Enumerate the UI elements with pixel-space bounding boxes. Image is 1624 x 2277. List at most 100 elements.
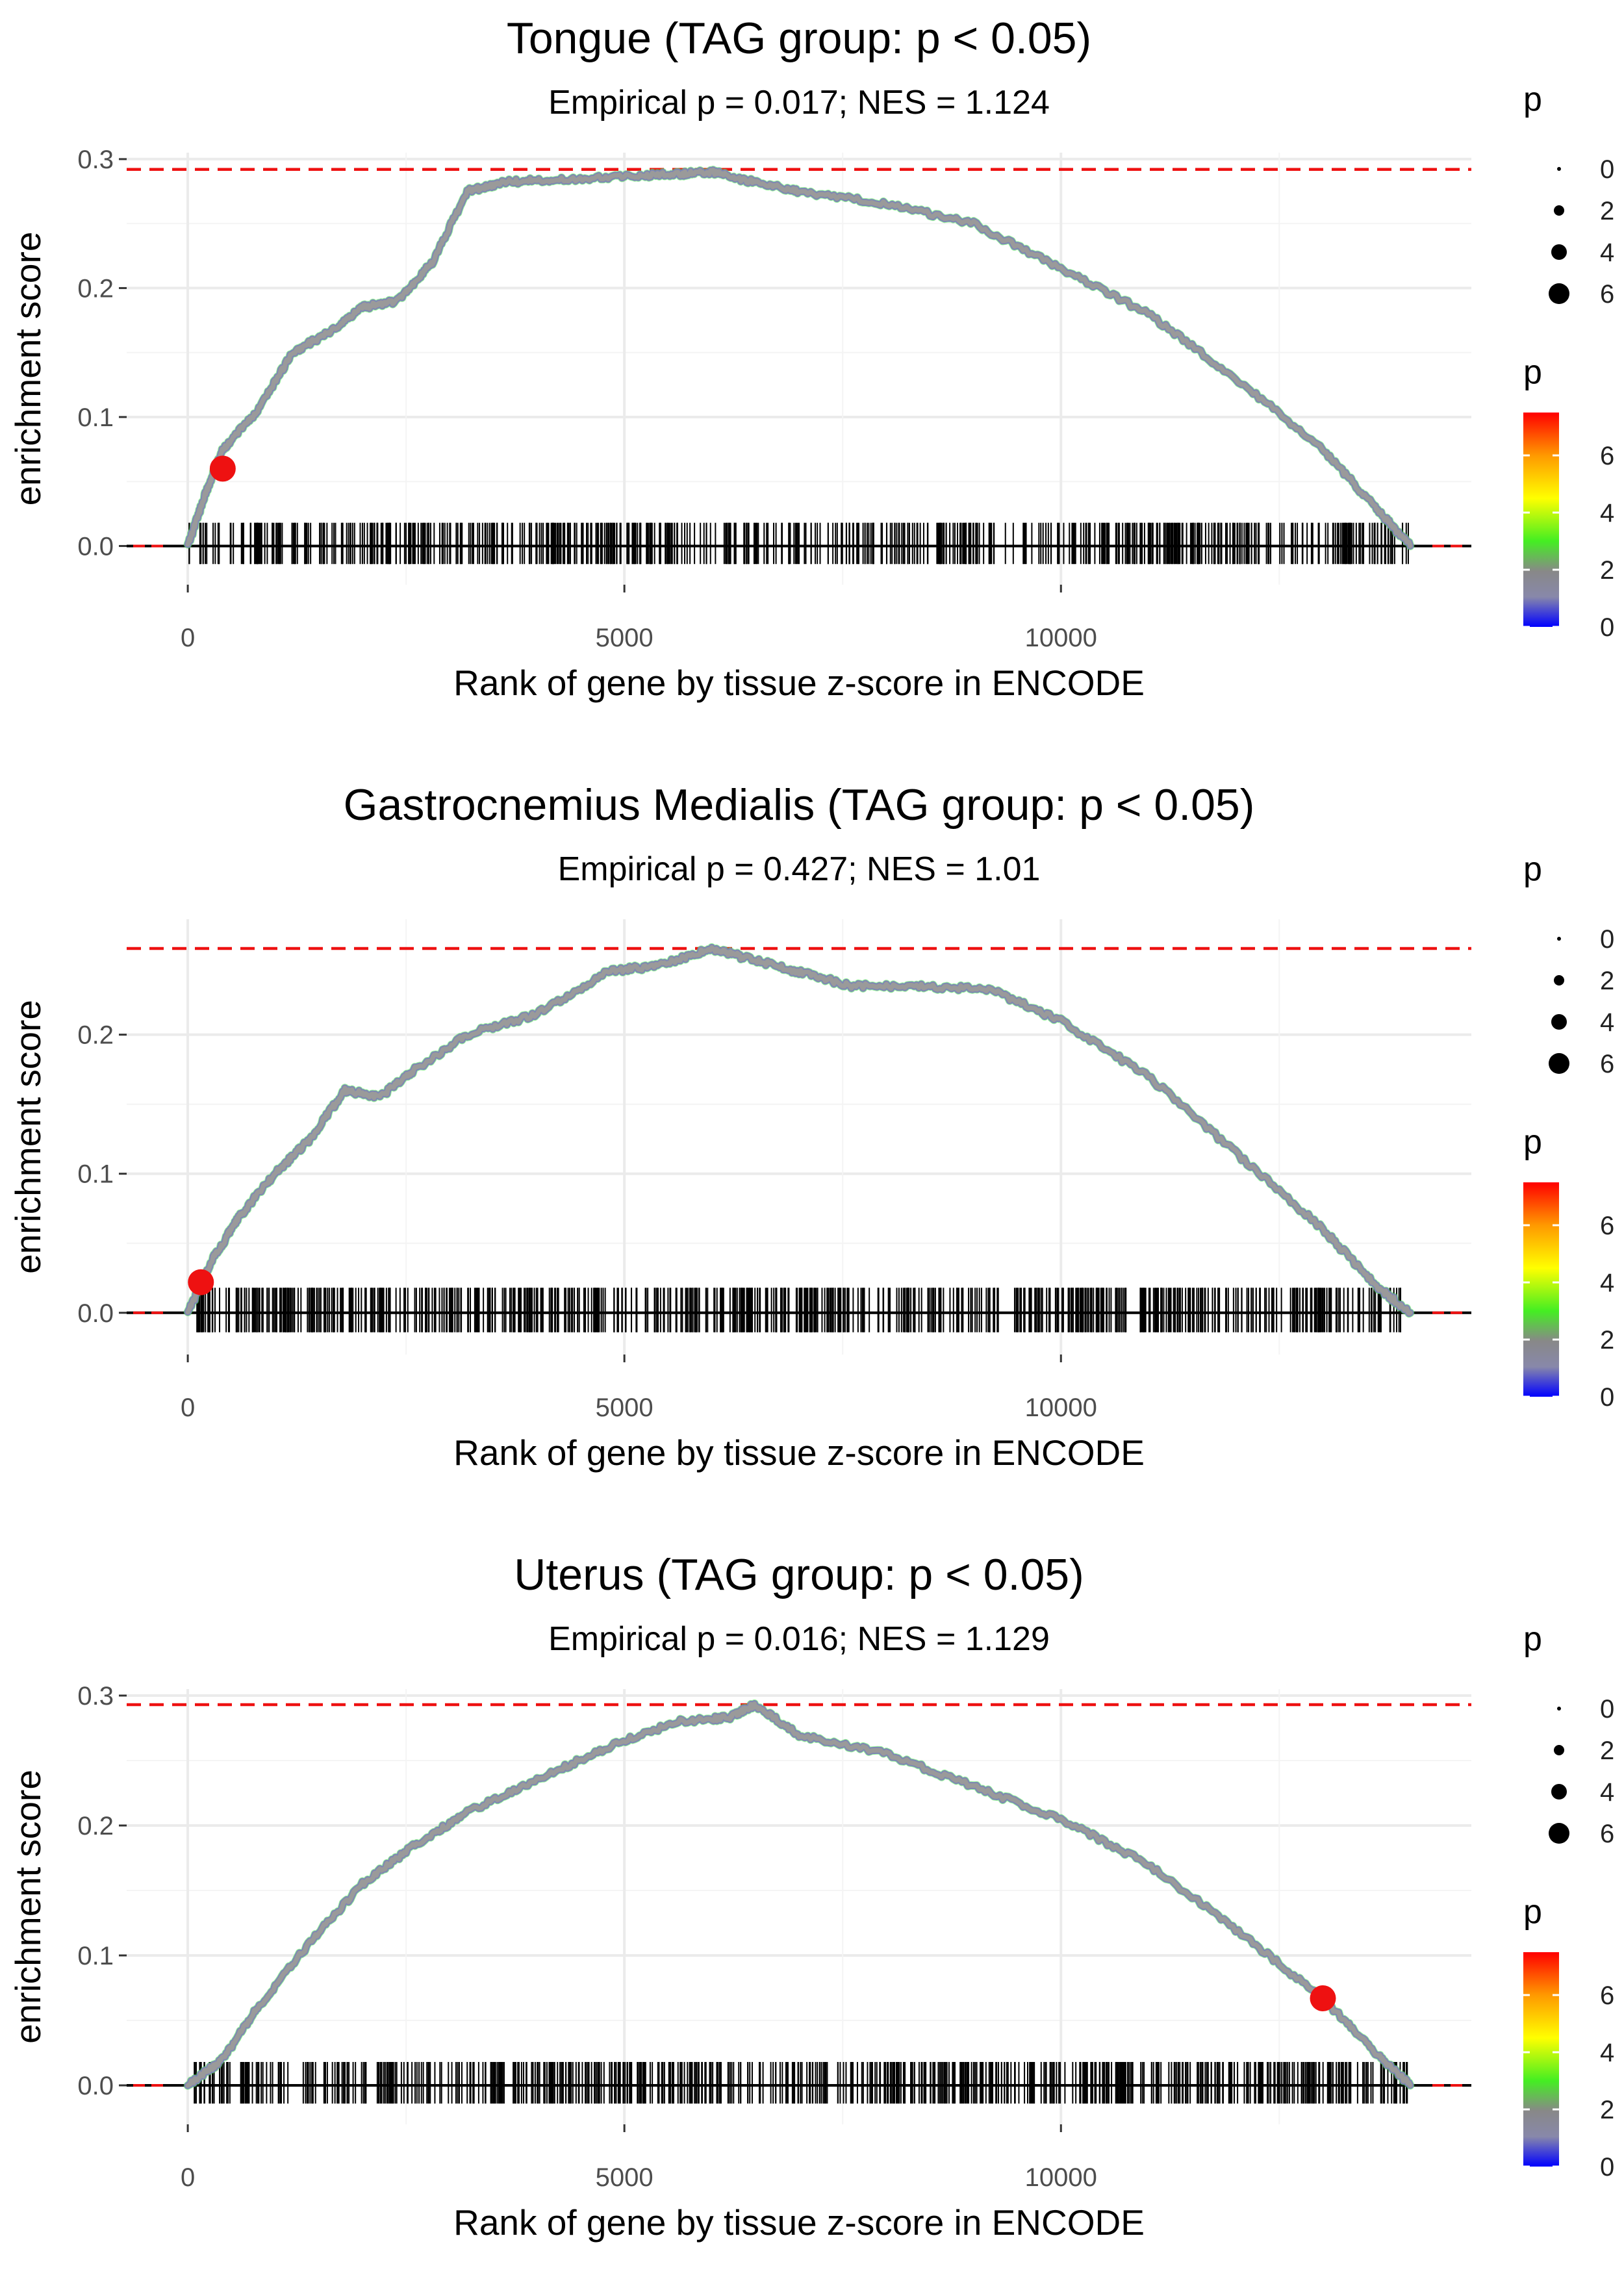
highlight-point [188, 1269, 214, 1295]
colorbar [1523, 1182, 1559, 1397]
rug-marks [196, 1288, 1402, 1332]
y-tick-label: 0.3 [77, 146, 114, 174]
grid-lines [127, 919, 1471, 1355]
rug-marks [188, 522, 1409, 565]
legend-size-label: 0 [1600, 925, 1614, 954]
legend-size: p 0 2 4 6 [1523, 850, 1614, 1078]
colorbar-label: 2 [1600, 1326, 1614, 1355]
axes: 0.0 0.1 0.2 0.3 0 5000 10000 [77, 1682, 1097, 2192]
es-curve [185, 1701, 1413, 2088]
x-tick-label: 0 [181, 1393, 195, 1422]
es-curve [185, 945, 1413, 1316]
legend-color-title: p [1523, 353, 1542, 391]
colorbar-label: 0 [1600, 2153, 1614, 2182]
y-tick-label: 0.0 [77, 2072, 114, 2100]
legend-size-label: 6 [1600, 1050, 1614, 1078]
legend-size-swatch [1557, 167, 1561, 171]
colorbar-label: 4 [1600, 1269, 1614, 1297]
es-curve-halo [183, 943, 1415, 1318]
legend-size-label: 2 [1600, 197, 1614, 225]
panel-3: 0.0 0.1 0.2 0.3 0 5000 10000 Uterus (TAG group:… [8, 1550, 1614, 2243]
y-axis-label: enrichment score [8, 232, 48, 506]
y-tick-label: 0.0 [77, 532, 114, 561]
legend-color-title: p [1523, 1123, 1542, 1161]
es-curve [185, 168, 1413, 548]
x-tick-label: 10000 [1025, 2163, 1097, 2192]
colorbar-label: 0 [1600, 1383, 1614, 1412]
x-axis-label: Rank of gene by tissue z-score in ENCODE [453, 1432, 1145, 1473]
axes: 0.0 0.1 0.2 0.3 0 5000 10000 [77, 146, 1097, 652]
y-tick-label: 0.0 [77, 1299, 114, 1328]
y-axis-label: enrichment score [8, 1000, 48, 1274]
legend-color: p 0 2 4 6 [1523, 353, 1614, 642]
panel-2: 0.0 0.1 0.2 0 5000 10000 Gastrocnemius Mediali… [8, 780, 1614, 1473]
highlight-point [209, 455, 236, 482]
legend-size-label: 0 [1600, 1695, 1614, 1724]
chart-subtitle: Empirical p = 0.017; NES = 1.124 [548, 84, 1050, 121]
panel-1: 0.0 0.1 0.2 0.3 0 5000 10000 Tongue (TAG group:… [8, 14, 1614, 703]
y-tick-label: 0.1 [77, 403, 114, 432]
chart-title: Gastrocnemius Medialis (TAG group: p < 0… [344, 780, 1255, 830]
x-tick-label: 5000 [596, 1393, 653, 1422]
colorbar [1523, 1952, 1559, 2167]
legend-size: p 0 2 4 6 [1523, 81, 1614, 309]
x-tick-label: 0 [181, 2163, 195, 2192]
x-tick-label: 5000 [596, 624, 653, 652]
legend-size-title: p [1523, 81, 1542, 118]
legend-color-title: p [1523, 1893, 1542, 1931]
legend-size-label: 2 [1600, 1736, 1614, 1765]
legend-size-swatch [1551, 244, 1567, 260]
legend-size-swatch [1554, 1745, 1564, 1755]
legend-color: p 0 2 4 6 [1523, 1123, 1614, 1412]
y-tick-label: 0.2 [77, 1812, 114, 1840]
legend-size-label: 0 [1600, 155, 1614, 184]
es-curve-halo [183, 166, 1415, 550]
x-tick-label: 5000 [596, 2163, 653, 2192]
es-curve-edge [184, 166, 1414, 550]
legend-size-swatch [1551, 1014, 1567, 1030]
legend-size-title: p [1523, 1620, 1542, 1658]
colorbar-label: 2 [1600, 2096, 1614, 2124]
chart-title: Tongue (TAG group: p < 0.05) [507, 14, 1091, 63]
legend-size-label: 6 [1600, 1820, 1614, 1848]
legend-size-label: 6 [1600, 280, 1614, 309]
x-tick-label: 10000 [1025, 1393, 1097, 1422]
legend-size-swatch [1554, 975, 1564, 986]
colorbar-label: 0 [1600, 613, 1614, 642]
legend-size-swatch [1549, 283, 1569, 304]
y-tick-label: 0.2 [77, 274, 114, 303]
legend-color: p 0 2 4 6 [1523, 1893, 1614, 2182]
y-axis-label: enrichment score [8, 1770, 48, 2044]
chart-subtitle: Empirical p = 0.016; NES = 1.129 [548, 1620, 1050, 1658]
legend-size: p 0 2 4 6 [1523, 1620, 1614, 1848]
legend-size-swatch [1549, 1823, 1569, 1844]
chart-title: Uterus (TAG group: p < 0.05) [514, 1550, 1084, 1599]
grid-lines [127, 1689, 1471, 2124]
legend-size-label: 4 [1600, 1008, 1614, 1037]
legend-size-swatch [1551, 1784, 1567, 1800]
legend-size-swatch [1549, 1053, 1569, 1074]
x-axis-label: Rank of gene by tissue z-score in ENCODE [453, 663, 1145, 703]
y-tick-label: 0.1 [77, 1160, 114, 1189]
es-curve-edge [184, 943, 1414, 1317]
colorbar-label: 6 [1600, 442, 1614, 470]
highlight-point [1310, 1985, 1336, 2011]
y-tick-label: 0.1 [77, 1942, 114, 1970]
y-tick-label: 0.2 [77, 1021, 114, 1050]
legend-size-swatch [1557, 1707, 1561, 1711]
colorbar-label: 4 [1600, 2039, 1614, 2067]
legend-size-label: 4 [1600, 238, 1614, 267]
legend-size-swatch [1557, 937, 1561, 941]
y-tick-label: 0.3 [77, 1682, 114, 1711]
x-tick-label: 0 [181, 624, 195, 652]
x-tick-label: 10000 [1025, 624, 1097, 652]
chart-subtitle: Empirical p = 0.427; NES = 1.01 [558, 850, 1041, 888]
rug-marks [194, 2062, 1408, 2104]
colorbar-label: 4 [1600, 499, 1614, 528]
axes: 0.0 0.1 0.2 0 5000 10000 [77, 1021, 1097, 1422]
legend-size-label: 2 [1600, 967, 1614, 995]
legend-size-title: p [1523, 850, 1542, 888]
colorbar-label: 6 [1600, 1981, 1614, 2010]
